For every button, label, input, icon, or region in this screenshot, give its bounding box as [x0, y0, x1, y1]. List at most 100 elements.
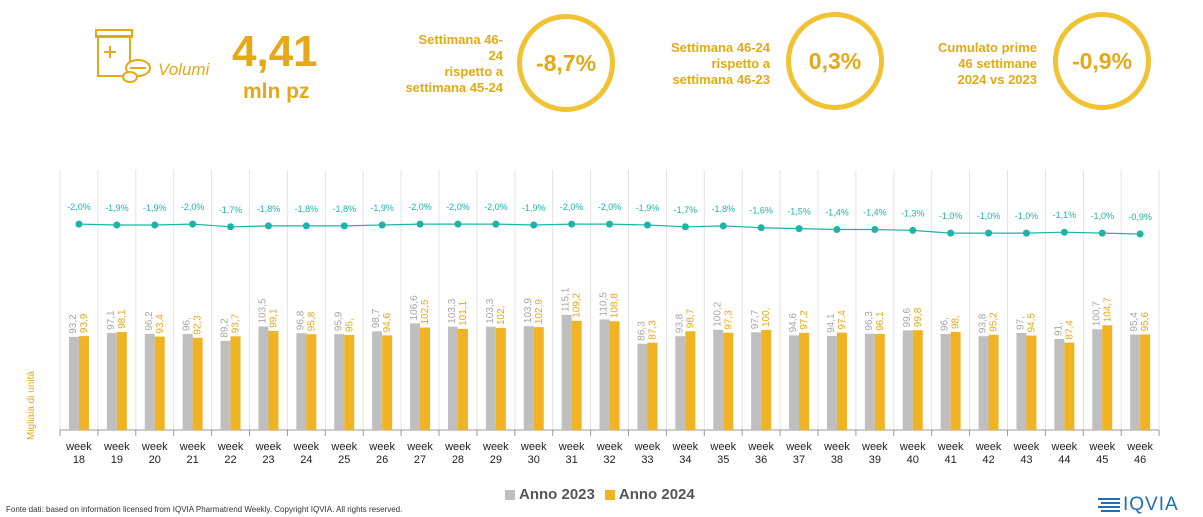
- data-label-2024: 95,8: [306, 311, 317, 331]
- data-label-2024: 87,3: [647, 320, 658, 340]
- cumulative-label: -0,9%: [1128, 212, 1152, 222]
- bar-2023: [599, 319, 610, 430]
- bar-2023: [864, 333, 875, 430]
- data-label-2023: 99,6: [902, 307, 913, 327]
- x-tick-label: 31: [566, 454, 578, 466]
- cumulative-point: [568, 220, 576, 228]
- x-tick-label: 42: [982, 454, 994, 466]
- data-label-2024: 98,: [951, 315, 962, 329]
- data-label-2024: 93,7: [231, 313, 242, 333]
- x-tick-label: 39: [869, 454, 881, 466]
- cumulative-point: [757, 224, 765, 232]
- data-label-2024: 98,1: [117, 309, 128, 329]
- bar-2024: [116, 331, 127, 430]
- kpi-desc-line: 2024 vs 2023: [957, 72, 1037, 87]
- x-tick-label: week: [293, 441, 320, 453]
- cumulative-point: [113, 221, 121, 229]
- bar-2023: [220, 340, 231, 430]
- bar-2024: [685, 331, 696, 430]
- bar-2024: [382, 335, 393, 430]
- kpi-yoy-circle: 0,3%: [786, 12, 884, 110]
- kpi-cumulative-circle: -0,9%: [1053, 12, 1151, 110]
- data-label-2024: 97,3: [723, 310, 734, 330]
- cumulative-point: [947, 229, 955, 237]
- bar-2023: [713, 329, 724, 430]
- cumulative-point: [530, 221, 538, 229]
- medicine-box-icon: [95, 29, 151, 83]
- bar-2023: [637, 343, 648, 430]
- data-label-2023: 93,8: [978, 313, 989, 333]
- x-tick-label: 27: [414, 454, 426, 466]
- x-tick-label: week: [141, 441, 168, 453]
- data-label-2024: 93,9: [79, 313, 90, 333]
- data-label-2023: 96,: [182, 317, 193, 331]
- cumulative-point: [1098, 229, 1106, 237]
- cumulative-point: [189, 220, 197, 228]
- bar-2023: [978, 336, 989, 430]
- cumulative-point: [151, 221, 159, 229]
- data-label-2024: 87,4: [1064, 320, 1075, 340]
- data-label-2023: 103,3: [447, 298, 458, 323]
- cumulative-label: -1,8%: [711, 204, 735, 214]
- x-tick-label: 33: [641, 454, 653, 466]
- bar-2024: [154, 336, 165, 430]
- x-tick-label: week: [634, 441, 661, 453]
- bar-2024: [1102, 325, 1113, 430]
- bar-2024: [78, 336, 89, 430]
- bar-2023: [902, 330, 913, 430]
- cumulative-label: -1,7%: [674, 205, 698, 215]
- bar-2023: [296, 333, 307, 430]
- data-label-2024: 109,2: [572, 292, 583, 317]
- x-tick-label: 23: [262, 454, 274, 466]
- data-label-2024: 101,1: [458, 300, 469, 325]
- x-tick-label: 30: [528, 454, 540, 466]
- bar-2024: [1026, 335, 1037, 430]
- bar-2024: [609, 321, 620, 430]
- x-tick-label: 46: [1134, 454, 1146, 466]
- cumulative-label: -2,0%: [484, 202, 508, 212]
- bar-2024: [874, 333, 885, 430]
- kpi-desc-line: 46 settimane: [958, 56, 1037, 71]
- bar-2023: [1016, 333, 1027, 430]
- x-tick-label: 26: [376, 454, 388, 466]
- bar-2024: [723, 332, 734, 430]
- x-tick-label: week: [1126, 441, 1153, 453]
- x-tick-label: week: [1051, 441, 1078, 453]
- cumulative-point: [871, 226, 879, 233]
- kpi-desc-line: Settimana 46-: [418, 32, 503, 47]
- kpi-desc-line: rispetto a: [711, 56, 770, 71]
- data-label-2023: 110,5: [599, 292, 610, 317]
- data-label-2023: 95,4: [1129, 312, 1140, 332]
- cumulative-label: -1,8%: [332, 204, 356, 214]
- cumulative-label: -1,9%: [370, 203, 394, 213]
- data-label-2023: 93,2: [68, 314, 79, 334]
- x-tick-label: week: [975, 441, 1002, 453]
- bar-2024: [950, 332, 961, 430]
- data-label-2024: 102,5: [420, 299, 431, 324]
- bar-2024: [1064, 342, 1075, 430]
- cumulative-point: [1060, 228, 1068, 236]
- data-label-2023: 103,9: [523, 298, 534, 323]
- x-tick-label: week: [179, 441, 206, 453]
- bar-2023: [826, 335, 837, 430]
- cumulative-point: [1022, 229, 1030, 237]
- data-label-2023: 98,7: [371, 308, 382, 328]
- data-label-2024: 99,1: [268, 308, 279, 328]
- bar-2023: [1130, 334, 1141, 430]
- x-tick-label: 44: [1058, 454, 1070, 466]
- bar-2024: [571, 320, 582, 430]
- kpi-desc-line: Settimana 46-24: [671, 40, 770, 55]
- x-tick-label: week: [823, 441, 850, 453]
- data-label-2024: 96,1: [875, 311, 886, 331]
- bar-2024: [268, 330, 279, 430]
- cumulative-label: -1,6%: [749, 206, 773, 216]
- data-label-2024: 92,3: [193, 315, 204, 335]
- x-tick-label: 19: [111, 454, 123, 466]
- cumulative-point: [75, 220, 83, 228]
- x-tick-label: week: [330, 441, 357, 453]
- x-tick-label: 32: [603, 454, 615, 466]
- cumulative-point: [606, 220, 614, 228]
- bar-2024: [647, 342, 658, 430]
- x-tick-label: 41: [945, 454, 957, 466]
- bar-2024: [306, 334, 317, 430]
